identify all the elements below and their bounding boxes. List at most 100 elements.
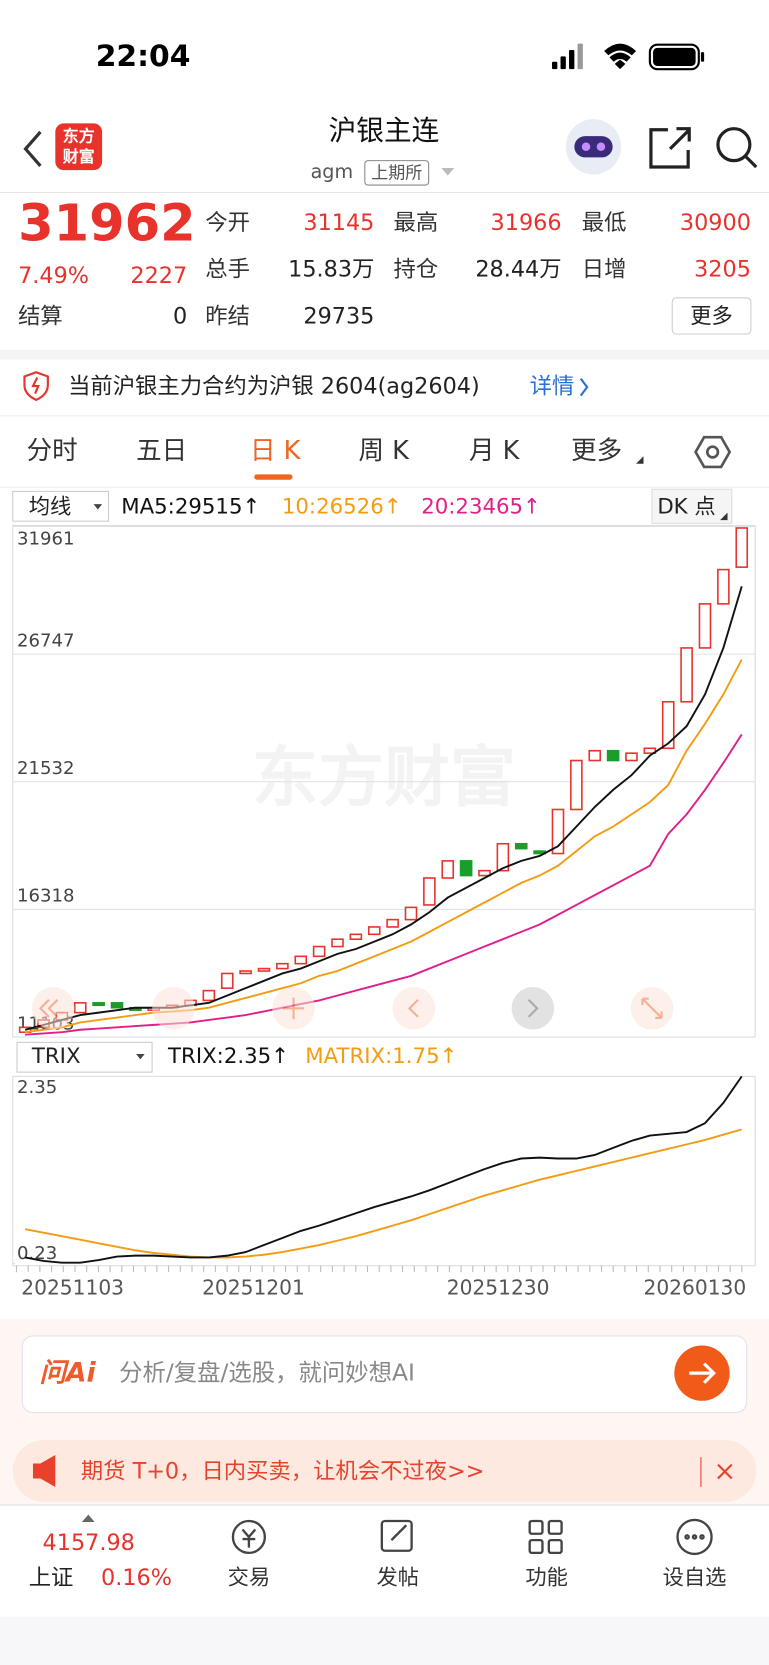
candle (478, 869, 491, 877)
field-value: 29735 (303, 303, 374, 329)
tab[interactable]: 更多 (571, 436, 622, 466)
settings-icon[interactable] (694, 435, 732, 469)
notice-link[interactable]: 详情 (530, 374, 575, 400)
candle (551, 808, 565, 855)
tab[interactable]: 分时 (27, 436, 78, 466)
tab[interactable]: 日 K (250, 436, 302, 466)
logo-text: 财富 (63, 147, 95, 166)
promo-banner[interactable] (12, 1440, 757, 1502)
change: 2227 (130, 263, 187, 289)
ma10-label: 10:26526↑ (282, 494, 402, 519)
tab[interactable]: 五日 (136, 436, 187, 466)
index-name: 上证 (29, 1565, 74, 1591)
indicator-line (24, 586, 743, 1031)
ai-placeholder[interactable]: 分析/复盘/选股，就问妙想AI (119, 1359, 415, 1387)
candle (367, 926, 381, 936)
nav-item[interactable]: 发帖 (377, 1565, 420, 1590)
trix-chart: 2.35 0.23 (12, 1075, 743, 1265)
field-value: 31966 (491, 210, 562, 236)
indicator-line (24, 1075, 743, 1264)
field-label: 今开 (205, 210, 250, 236)
logo (55, 123, 103, 171)
section-gap (0, 349, 769, 360)
indicator-line (24, 1128, 742, 1259)
matrix-label: MATRIX:1.75↑ (305, 1044, 457, 1069)
candle (220, 972, 234, 989)
ma-selector[interactable] (12, 490, 110, 522)
nav-item[interactable]: 设自选 (663, 1565, 727, 1590)
candle (331, 938, 344, 948)
field-value: 31145 (303, 210, 374, 236)
nav-icons (231, 1518, 713, 1556)
field-value: 3205 (694, 257, 751, 283)
ma-selector-label[interactable]: 均线 (29, 494, 72, 519)
more-button[interactable] (671, 297, 752, 335)
bottom-nav: 交易 发帖 功能 设自选 (228, 1565, 727, 1590)
title: 沪银主连 (329, 114, 440, 147)
index-arrow (81, 1514, 95, 1523)
dk-button[interactable] (651, 488, 733, 524)
tabs: 分时 五日 日 K 周 K 月 K 更多 (27, 436, 622, 480)
candle (404, 906, 418, 921)
candle (423, 877, 436, 906)
robot-icon[interactable] (565, 119, 622, 175)
code: agm (311, 160, 354, 183)
more-label[interactable]: 更多 (690, 304, 733, 329)
tab-underline (254, 474, 293, 480)
notice-text: 当前沪银主力合约为沪银 2604(ag2604) (68, 374, 480, 400)
field-value: 30900 (680, 210, 751, 236)
field-label: 结算 (18, 303, 63, 329)
banner-text[interactable]: 期货 T+0，日内买卖，让机会不过夜>> (81, 1459, 485, 1485)
field-value: 15.83万 (288, 257, 374, 283)
field-label: 日增 (582, 257, 627, 283)
tab[interactable]: 月 K (469, 436, 521, 466)
ai-input[interactable] (21, 1335, 748, 1414)
home-indicator-area (0, 1616, 769, 1665)
y-tick-label: 0.23 (17, 1243, 57, 1264)
field-label: 持仓 (394, 257, 439, 283)
y-tick-label: 26747 (17, 630, 75, 651)
shield-icon (31, 377, 40, 394)
share-icon[interactable] (649, 127, 691, 169)
nav-item[interactable]: 功能 (525, 1565, 568, 1590)
tab[interactable]: 周 K (358, 436, 410, 466)
candle (257, 967, 271, 972)
candle (570, 759, 583, 811)
trix-selector-label[interactable]: TRIX (31, 1044, 81, 1069)
status-icons (552, 43, 705, 71)
field-label: 总手 (205, 257, 250, 283)
ai-brand: 问Ai (39, 1358, 96, 1389)
candle (625, 752, 638, 762)
field-value: 0 (173, 303, 187, 329)
exchange-badge (364, 160, 430, 186)
candle (312, 945, 326, 958)
date-label: 20251230 (447, 1276, 550, 1300)
back-button[interactable] (23, 130, 42, 167)
banner-close[interactable] (717, 1463, 733, 1480)
candle (514, 842, 528, 850)
indicator-line (25, 733, 743, 1036)
nav-item[interactable]: 交易 (228, 1565, 271, 1590)
trix-selector[interactable] (16, 1041, 153, 1073)
candle (73, 1002, 87, 1014)
date-label: 20251103 (21, 1276, 124, 1300)
watermark: 东方财富 (252, 739, 516, 816)
dk-label[interactable]: DK 点 (657, 494, 715, 519)
search-icon[interactable] (716, 127, 758, 169)
status-time: 22:04 (96, 39, 191, 74)
y-tick-label: 21532 (17, 758, 75, 779)
date-label: 20260130 (643, 1276, 746, 1300)
selector-arrow (93, 504, 103, 510)
y-tick-label: 16318 (17, 886, 75, 907)
candle (386, 918, 399, 928)
candle (606, 749, 620, 762)
candle (698, 603, 712, 649)
trix-panel (12, 1075, 756, 1267)
field-label: 最低 (582, 210, 627, 236)
candle (294, 955, 308, 965)
y-tick-label: 2.35 (17, 1077, 57, 1098)
candle (18, 1026, 32, 1034)
candle (276, 962, 289, 970)
